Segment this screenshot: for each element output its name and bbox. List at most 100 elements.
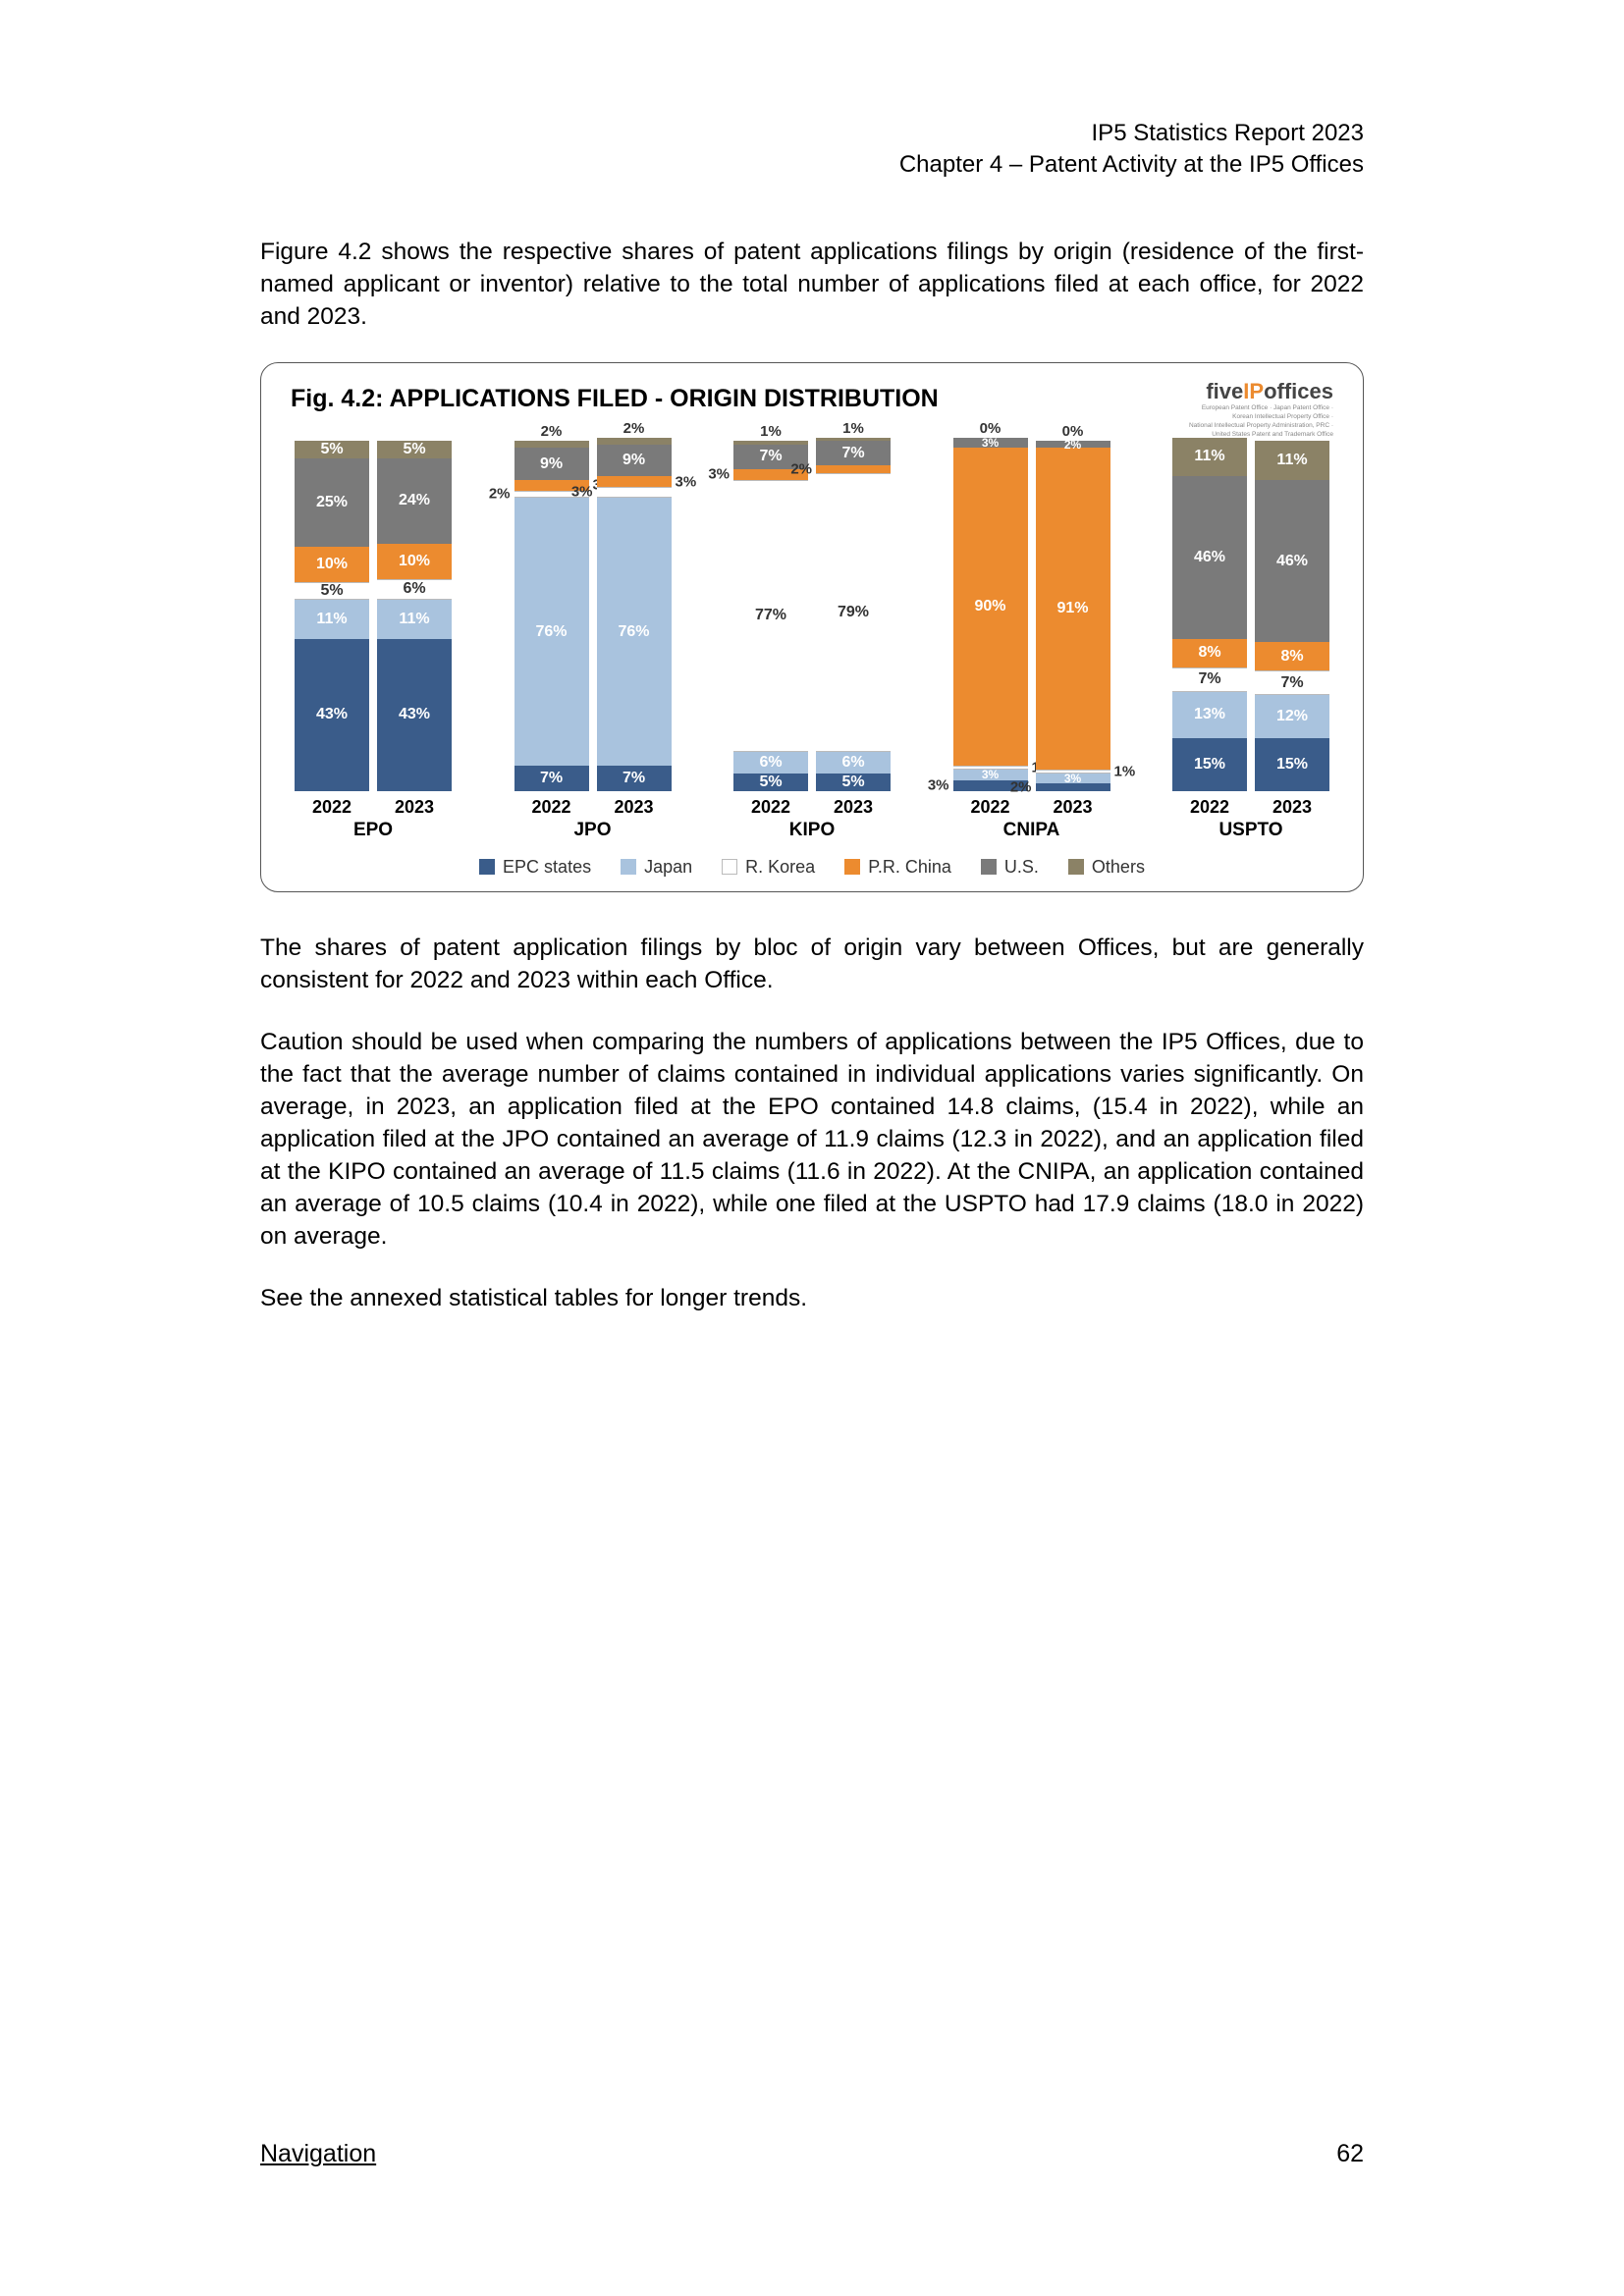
office-label: EPO xyxy=(353,820,393,841)
legend-swatch xyxy=(479,859,495,875)
segment-china: 90% xyxy=(953,448,1028,766)
legend-item-epc: EPC states xyxy=(479,857,591,878)
group-jpo: 7%76%2%3%9%2%7%76%3%3%9%2%20222023JPO xyxy=(514,438,672,841)
segment-us: 9% xyxy=(514,448,589,479)
group-epo: 43%11%5%10%25%5%43%11%6%10%24%5%20222023… xyxy=(295,438,452,841)
year-label: 2022 xyxy=(1172,797,1247,818)
year-label: 2022 xyxy=(953,797,1028,818)
legend-item-others: Others xyxy=(1068,857,1145,878)
legend-swatch xyxy=(722,859,737,875)
legend-label: R. Korea xyxy=(745,857,815,878)
segment-us: 9% xyxy=(597,445,672,476)
segment-korea: 77% xyxy=(733,480,808,752)
five-ip-offices-logo: fiveIPoffices European Patent Office · J… xyxy=(1189,381,1333,439)
year-label: 2023 xyxy=(1255,797,1329,818)
legend-swatch xyxy=(1068,859,1084,875)
bar-uspto-2022: 15%13%7%8%46%11% xyxy=(1172,438,1247,791)
office-label: CNIPA xyxy=(1003,820,1060,841)
paragraph-3: Caution should be used when comparing th… xyxy=(260,1026,1364,1253)
chart-title: Fig. 4.2: APPLICATIONS FILED - ORIGIN DI… xyxy=(291,381,939,413)
legend-label: U.S. xyxy=(1004,857,1039,878)
segment-epc: 5% xyxy=(733,774,808,791)
segment-china: 8% xyxy=(1172,639,1247,667)
bar-jpo-2023: 7%76%3%3%9%2% xyxy=(597,438,672,791)
segment-others: 11% xyxy=(1172,438,1247,477)
segment-japan: 6% xyxy=(816,752,891,774)
segment-korea: 79% xyxy=(816,473,891,752)
segment-us: 24% xyxy=(377,458,452,543)
segment-korea: 6% xyxy=(377,579,452,601)
segment-epc: 15% xyxy=(1255,738,1329,791)
legend-swatch xyxy=(844,859,860,875)
paragraph-4: See the annexed statistical tables for l… xyxy=(260,1282,1364,1314)
segment-us: 3% xyxy=(953,438,1028,449)
legend: EPC states Japan R. Korea P.R. China U.S. Oth… xyxy=(291,857,1333,878)
segment-korea: 7% xyxy=(1172,667,1247,692)
segment-japan: 13% xyxy=(1172,692,1247,738)
bar-epo-2023: 43%11%6%10%24%5% xyxy=(377,441,452,790)
year-label: 2023 xyxy=(1036,797,1110,818)
segment-china: 10% xyxy=(295,547,369,582)
segment-japan: 6% xyxy=(733,752,808,774)
segment-china: 91% xyxy=(1036,448,1110,770)
year-label: 2023 xyxy=(377,797,452,818)
bar-epo-2022: 43%11%5%10%25%5% xyxy=(295,441,369,790)
group-kipo: 5%6%77%3%7%1%5%6%79%2%7%1% 2022 2023KIPO xyxy=(733,438,891,841)
office-label: USPTO xyxy=(1218,820,1282,841)
segment-epc: 43% xyxy=(377,639,452,791)
navigation-link[interactable]: Navigation xyxy=(260,2140,376,2168)
segment-us: 2% xyxy=(1036,441,1110,448)
year-label: 2023 xyxy=(816,797,891,818)
legend-swatch xyxy=(981,859,997,875)
office-label: JPO xyxy=(573,820,611,841)
segment-japan: 12% xyxy=(1255,695,1329,737)
legend-item-china: P.R. China xyxy=(844,857,951,878)
segment-japan: 76% xyxy=(514,498,589,767)
segment-korea: 5% xyxy=(295,582,369,600)
paragraph-2: The shares of patent application filings… xyxy=(260,932,1364,996)
segment-epc: 15% xyxy=(1172,738,1247,791)
segment-others: 11% xyxy=(1255,441,1329,480)
segment-others: 2% xyxy=(597,438,672,445)
segment-others: 5% xyxy=(295,441,369,458)
segment-epc: 7% xyxy=(514,766,589,790)
segment-others: 2% xyxy=(514,441,589,448)
page-header: IP5 Statistics Report 2023 Chapter 4 – P… xyxy=(260,118,1364,182)
year-label: 2022 xyxy=(733,797,808,818)
year-label: 2023 xyxy=(597,797,672,818)
segment-japan: 11% xyxy=(295,600,369,639)
segment-us: 7% xyxy=(816,441,891,465)
page-number: 62 xyxy=(1336,2140,1364,2168)
segment-epc: 5% xyxy=(816,774,891,791)
bar-kipo-2022: 5%6%77%3%7%1% xyxy=(733,441,808,790)
segment-others: 1% xyxy=(733,441,808,445)
segment-epc: 7% xyxy=(597,766,672,790)
segment-china: 8% xyxy=(1255,642,1329,670)
segment-us: 46% xyxy=(1255,480,1329,643)
header-line1: IP5 Statistics Report 2023 xyxy=(260,118,1364,149)
plot-area: 43%11%5%10%25%5%43%11%6%10%24%5%20222023… xyxy=(291,449,1333,841)
bar-cnipa-2022: 3%3%1%90%3%0% xyxy=(953,438,1028,791)
office-label: KIPO xyxy=(789,820,835,841)
segment-others: 1% xyxy=(816,438,891,442)
legend-item-us: U.S. xyxy=(981,857,1039,878)
segment-china: 10% xyxy=(377,544,452,579)
segment-japan: 11% xyxy=(377,600,452,639)
header-line2: Chapter 4 – Patent Activity at the IP5 O… xyxy=(260,149,1364,181)
group-cnipa: 3%3%1%90%3%0%2%3%1%91%2%0%20222023CNIPA xyxy=(953,438,1110,841)
segment-korea: 7% xyxy=(1255,670,1329,695)
segment-us: 46% xyxy=(1172,476,1247,639)
bar-cnipa-2023: 2%3%1%91%2%0% xyxy=(1036,441,1110,790)
bar-kipo-2023: 5%6%79%2%7%1% xyxy=(816,438,891,791)
legend-swatch xyxy=(621,859,636,875)
segment-korea: 1% xyxy=(953,766,1028,770)
intro-paragraph: Figure 4.2 shows the respective shares o… xyxy=(260,236,1364,333)
legend-item-japan: Japan xyxy=(621,857,692,878)
legend-item-korea: R. Korea xyxy=(722,857,815,878)
year-label: 2022 xyxy=(514,797,589,818)
bar-uspto-2023: 15%12%7%8%46%11% xyxy=(1255,441,1329,790)
legend-label: Others xyxy=(1092,857,1145,878)
segment-japan: 3% xyxy=(1036,774,1110,784)
year-label: 2022 xyxy=(295,797,369,818)
legend-label: P.R. China xyxy=(868,857,951,878)
